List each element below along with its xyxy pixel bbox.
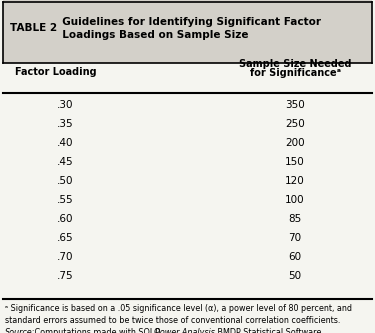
Text: 70: 70 (288, 233, 302, 243)
Text: 100: 100 (285, 195, 305, 205)
Text: Sample Size Needed: Sample Size Needed (239, 59, 351, 69)
Text: .70: .70 (57, 252, 73, 262)
Text: 50: 50 (288, 271, 302, 281)
Text: ᵃ Significance is based on a .05 significance level (α), a power level of 80 per: ᵃ Significance is based on a .05 signifi… (5, 304, 352, 325)
Text: 60: 60 (288, 252, 302, 262)
Text: Guidelines for Identifying Significant Factor
  Loadings Based on Sample Size: Guidelines for Identifying Significant F… (55, 17, 321, 40)
Text: Power Analysis,: Power Analysis, (155, 328, 218, 333)
Text: .55: .55 (57, 195, 74, 205)
Bar (3, 0, 372, 63)
Text: .35: .35 (57, 119, 74, 129)
Text: for Significanceᵃ: for Significanceᵃ (249, 68, 340, 78)
Text: 150: 150 (285, 157, 305, 167)
Text: 200: 200 (285, 138, 305, 148)
Text: .40: .40 (57, 138, 73, 148)
Text: Source:: Source: (5, 328, 35, 333)
Text: .65: .65 (57, 233, 74, 243)
Text: Factor Loading: Factor Loading (15, 67, 97, 77)
Text: 350: 350 (285, 100, 305, 110)
Text: .75: .75 (57, 271, 74, 281)
Text: .60: .60 (57, 214, 73, 224)
Text: BMDP Statistical Software,: BMDP Statistical Software, (215, 328, 324, 333)
Text: 250: 250 (285, 119, 305, 129)
Text: 120: 120 (285, 176, 305, 186)
Text: TABLE 2: TABLE 2 (10, 24, 57, 34)
Text: 85: 85 (288, 214, 302, 224)
Text: Computations made with SOLO: Computations made with SOLO (32, 328, 163, 333)
Text: .50: .50 (57, 176, 73, 186)
Text: .30: .30 (57, 100, 73, 110)
Text: .45: .45 (57, 157, 74, 167)
